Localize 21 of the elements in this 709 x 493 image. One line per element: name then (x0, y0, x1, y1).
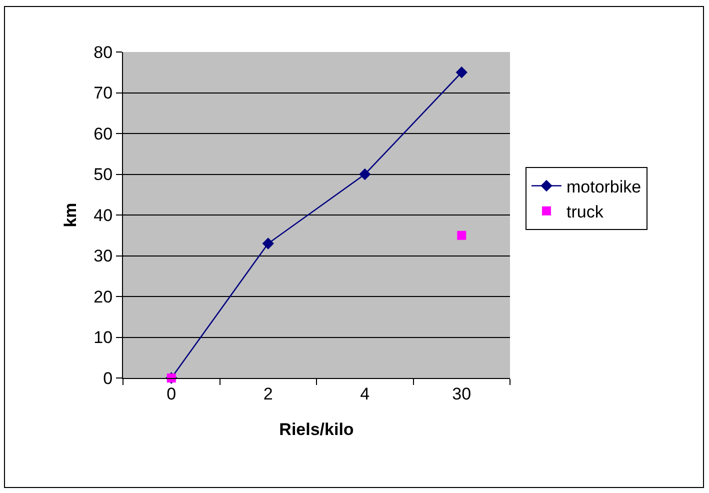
point (457, 230, 466, 240)
y-axis-title: km (61, 202, 80, 228)
point (262, 238, 274, 250)
y-tick-label: 0 (103, 368, 113, 388)
y-tick-label: 40 (94, 206, 113, 225)
y-tick-label: 70 (94, 84, 113, 103)
y-tick-label: 50 (94, 165, 113, 184)
y-tick-label: 60 (94, 124, 113, 144)
x-tick-label: 0 (166, 384, 176, 404)
legend-label: motorbike (566, 177, 642, 196)
x-tick-label: 30 (452, 384, 472, 404)
x-tick-label: 4 (360, 384, 370, 404)
x-axis-title: Riels/kilo (279, 420, 354, 439)
y-tick-label: 80 (94, 42, 113, 62)
point (456, 66, 468, 78)
x-tick-label: 2 (263, 384, 273, 404)
y-tick-label: 10 (94, 328, 113, 348)
point (359, 168, 371, 180)
y-tick-label: 20 (94, 287, 113, 306)
y-tick-label: 30 (94, 246, 113, 266)
legend-label: truck (566, 202, 604, 222)
